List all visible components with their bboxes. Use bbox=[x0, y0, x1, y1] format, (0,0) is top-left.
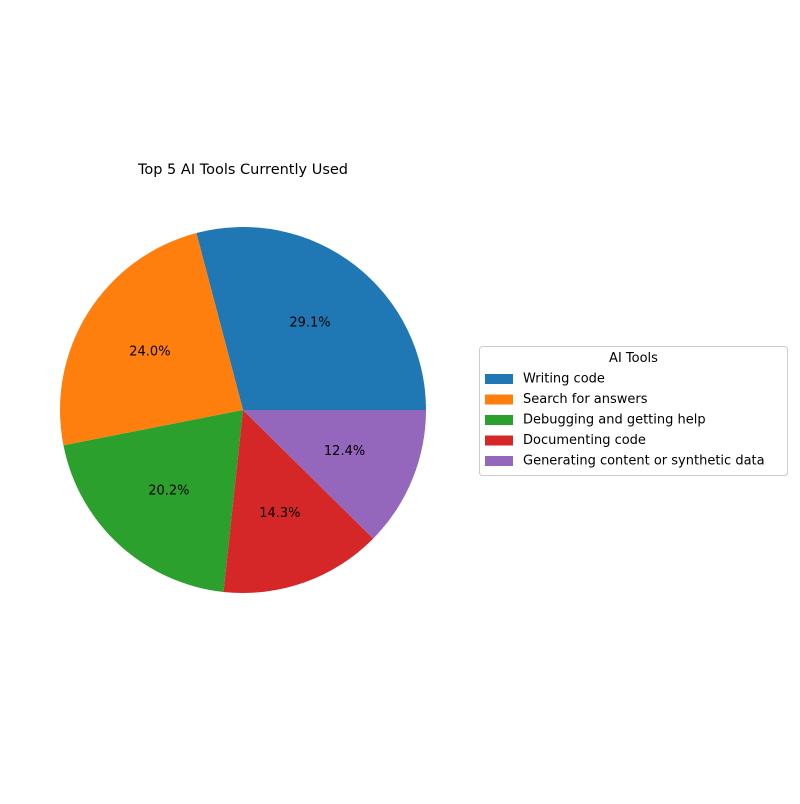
legend-label-generating-content-or-synthetic-data: Generating content or synthetic data bbox=[523, 454, 765, 469]
pie-slice-documenting-code bbox=[223, 410, 374, 594]
pie-slices bbox=[59, 227, 426, 594]
legend-swatch-writing-code bbox=[485, 374, 513, 384]
pie-slice-debugging-and-getting-help bbox=[63, 410, 244, 592]
pie-value-labels: 29.1% 24.0% 20.2% 14.3% 12.4% bbox=[129, 316, 365, 521]
pie-slice-generating-content-or-synthetic-data bbox=[243, 410, 426, 539]
legend-swatch-search-for-answers bbox=[485, 394, 513, 405]
legend-frame bbox=[479, 346, 788, 476]
pie-slice-search-for-answers bbox=[59, 233, 243, 446]
legend-title: AI Tools bbox=[609, 351, 658, 366]
chart-title: Top 5 AI Tools Currently Used bbox=[137, 162, 348, 178]
legend-label-documenting-code: Documenting code bbox=[523, 433, 646, 448]
pie-slice-writing-code bbox=[196, 227, 426, 410]
legend-label-debugging-and-getting-help: Debugging and getting help bbox=[523, 413, 706, 428]
pie-value-label-debugging-and-getting-help: 20.2% bbox=[148, 483, 189, 498]
legend-label-writing-code: Writing code bbox=[523, 372, 605, 387]
pie-value-label-writing-code: 29.1% bbox=[289, 316, 330, 331]
legend-label-search-for-answers: Search for answers bbox=[523, 392, 648, 407]
pie-value-label-generating-content-or-synthetic-data: 12.4% bbox=[324, 444, 365, 459]
legend-swatch-generating-content-or-synthetic-data bbox=[485, 456, 513, 466]
pie-value-label-search-for-answers: 24.0% bbox=[129, 344, 170, 359]
legend-swatch-debugging-and-getting-help bbox=[485, 415, 513, 425]
legend-swatch-documenting-code bbox=[485, 435, 513, 446]
pie-value-label-documenting-code: 14.3% bbox=[259, 506, 300, 521]
legend: AI Tools Writing code Search for answers D… bbox=[479, 346, 788, 476]
legend-items: Writing code Search for answers Debugging … bbox=[485, 372, 765, 469]
